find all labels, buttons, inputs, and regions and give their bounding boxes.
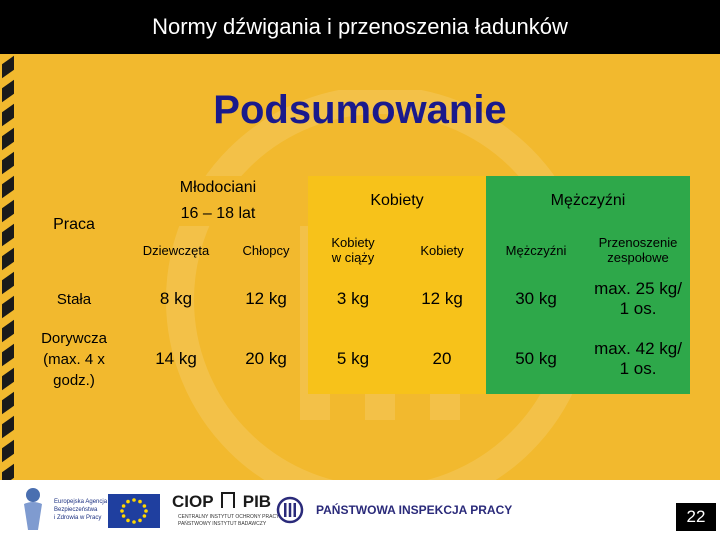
sub-header-kobiety-w-ciazy-line2: w ciąży — [331, 250, 375, 265]
cell-zespolowe-line2: 1 os. — [619, 299, 657, 318]
sub-header-mezczyzni: Mężczyźni — [486, 226, 586, 274]
row-label: Stała — [20, 274, 128, 324]
eu-agency-line1: Europejska Agencja — [54, 499, 108, 505]
row-label-line1: Dorywcza — [41, 329, 107, 347]
ciop-caption-line1: CENTRALNY INSTYTUT OCHRONY PRACY — [178, 514, 280, 520]
cell-chlopcy: 20 kg — [245, 349, 287, 368]
sub-header-przenoszenie-line1: Przenoszenie — [598, 235, 678, 250]
row-label-line3: godz.) — [53, 371, 95, 389]
slide-header-bar: Normy dźwigania i przenoszenia ładunków — [0, 0, 720, 54]
pib-logo-text: PIB — [242, 492, 272, 511]
row-label-line2: (max. 4 x — [43, 350, 105, 368]
lifting-norms-table: Praca Młodociani 16 – 18 lat Kobiety Męż… — [20, 176, 690, 394]
group-header-mlodociani: Młodociani 16 – 18 lat — [128, 176, 308, 226]
ciop-logo: CIOP PIB — [172, 492, 271, 512]
pip-logo-text: PAŃSTWOWA INSPEKCJA PRACY — [316, 503, 513, 517]
cell-zespolowe-line1: max. 42 kg/ — [594, 339, 682, 358]
sub-header-kobiety-w-ciazy: Kobiety w ciąży — [308, 226, 398, 274]
cell-dziewczeta: 14 kg — [155, 349, 197, 368]
ciop-caption-line2: PAŃSTWOWY INSTYTUT BADAWCZY — [178, 521, 267, 527]
eu-agency-logo-text: Europejska Agencja Bezpieczeństwa i Zdro… — [54, 498, 107, 522]
cell-chlopcy: 12 kg — [245, 289, 287, 308]
slide-title: Podsumowanie — [213, 88, 507, 132]
group-header-mlodociani-line2: 16 – 18 lat — [180, 205, 256, 222]
eu-agency-figure-icon — [24, 488, 42, 530]
slide-header-title: Normy dźwigania i przenoszenia ładunków — [152, 14, 568, 39]
cell-przenoszenie-zespolowe: max. 25 kg/ 1 os. — [586, 274, 690, 324]
cell-kobiety: 12 kg — [398, 274, 486, 324]
ciop-caption: CENTRALNY INSTYTUT OCHRONY PRACY PAŃSTWO… — [178, 514, 279, 528]
sub-header-przenoszenie-zespolowe: Przenoszenie zespołowe — [586, 226, 690, 274]
row-label: Dorywcza (max. 4 x godz.) — [20, 324, 128, 394]
table-row: Stała 8 kg 12 kg 3 kg 12 kg 30 kg max. 2… — [20, 274, 690, 324]
eu-agency-line3: i Zdrowia w Pracy — [54, 515, 102, 521]
cell-mezczyzni: 30 kg — [486, 274, 586, 324]
row-label-line1: Stała — [56, 290, 92, 308]
col-header-praca: Praca — [53, 216, 95, 233]
cell-dziewczeta: 8 kg — [159, 289, 193, 308]
table-row: Dorywcza (max. 4 x godz.) 14 kg 20 kg 5 … — [20, 324, 690, 394]
group-header-kobiety: Kobiety — [308, 176, 486, 226]
group-header-mlodociani-line1: Młodociani — [179, 179, 257, 196]
sub-header-chlopcy: Chłopcy — [242, 242, 290, 258]
footer-logos-bar: Europejska Agencja Bezpieczeństwa i Zdro… — [0, 480, 720, 540]
ciop-building-icon — [221, 492, 235, 508]
cell-kobiety: 20 — [398, 324, 486, 394]
sub-header-dziewczeta: Dziewczęta — [142, 242, 210, 258]
eu-agency-line2: Bezpieczeństwa — [54, 507, 98, 513]
pip-emblem-icon — [276, 496, 304, 524]
eu-flag-icon — [108, 494, 160, 528]
ciop-logo-text: CIOP — [172, 492, 214, 511]
cell-przenoszenie-zespolowe: max. 42 kg/ 1 os. — [586, 324, 690, 394]
cell-zespolowe-line2: 1 os. — [619, 359, 657, 378]
group-header-mezczyzni: Mężczyźni — [486, 176, 690, 226]
cell-kobiety-w-ciazy: 5 kg — [308, 324, 398, 394]
sub-header-kobiety-w-ciazy-line1: Kobiety — [331, 235, 375, 250]
cell-kobiety-w-ciazy: 3 kg — [308, 274, 398, 324]
sub-header-przenoszenie-line2: zespołowe — [607, 250, 669, 265]
cell-zespolowe-line1: max. 25 kg/ — [594, 279, 682, 298]
sub-header-kobiety: Kobiety — [398, 226, 486, 274]
cell-mezczyzni: 50 kg — [486, 324, 586, 394]
page-number: 22 — [676, 503, 716, 531]
